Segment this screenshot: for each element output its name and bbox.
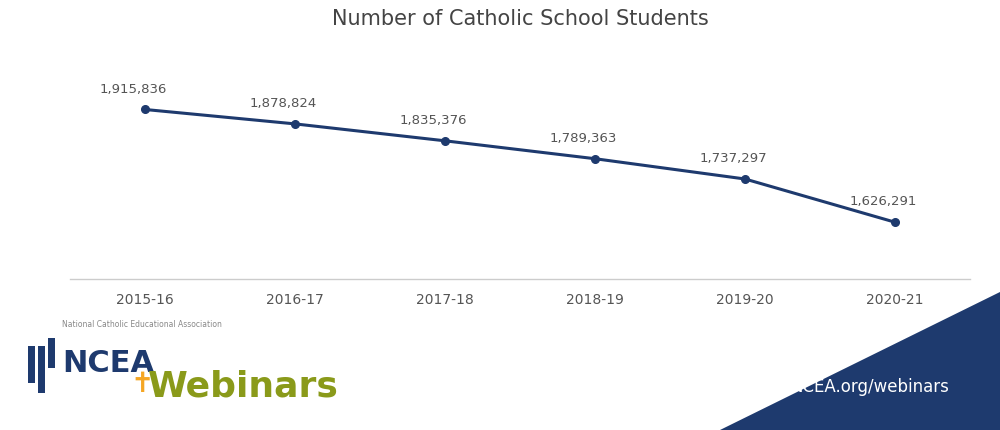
Text: NCEA: NCEA (62, 348, 154, 377)
Text: 1,737,297: 1,737,297 (699, 152, 767, 165)
Text: 1,878,824: 1,878,824 (249, 97, 317, 110)
Text: NCEA.org/webinars: NCEA.org/webinars (791, 377, 949, 395)
Title: Number of Catholic School Students: Number of Catholic School Students (332, 9, 708, 29)
Text: 1,835,376: 1,835,376 (399, 114, 467, 127)
Text: ✝: ✝ (130, 369, 153, 397)
Text: Webinars: Webinars (148, 369, 339, 403)
Bar (48, 338, 55, 368)
Text: 1,915,836: 1,915,836 (99, 83, 167, 95)
Bar (28, 346, 35, 383)
Polygon shape (720, 292, 1000, 430)
Text: 1,626,291: 1,626,291 (849, 195, 917, 208)
Text: 1,789,363: 1,789,363 (549, 132, 617, 144)
Bar (38, 346, 45, 393)
Text: National Catholic Educational Association: National Catholic Educational Associatio… (62, 320, 222, 329)
